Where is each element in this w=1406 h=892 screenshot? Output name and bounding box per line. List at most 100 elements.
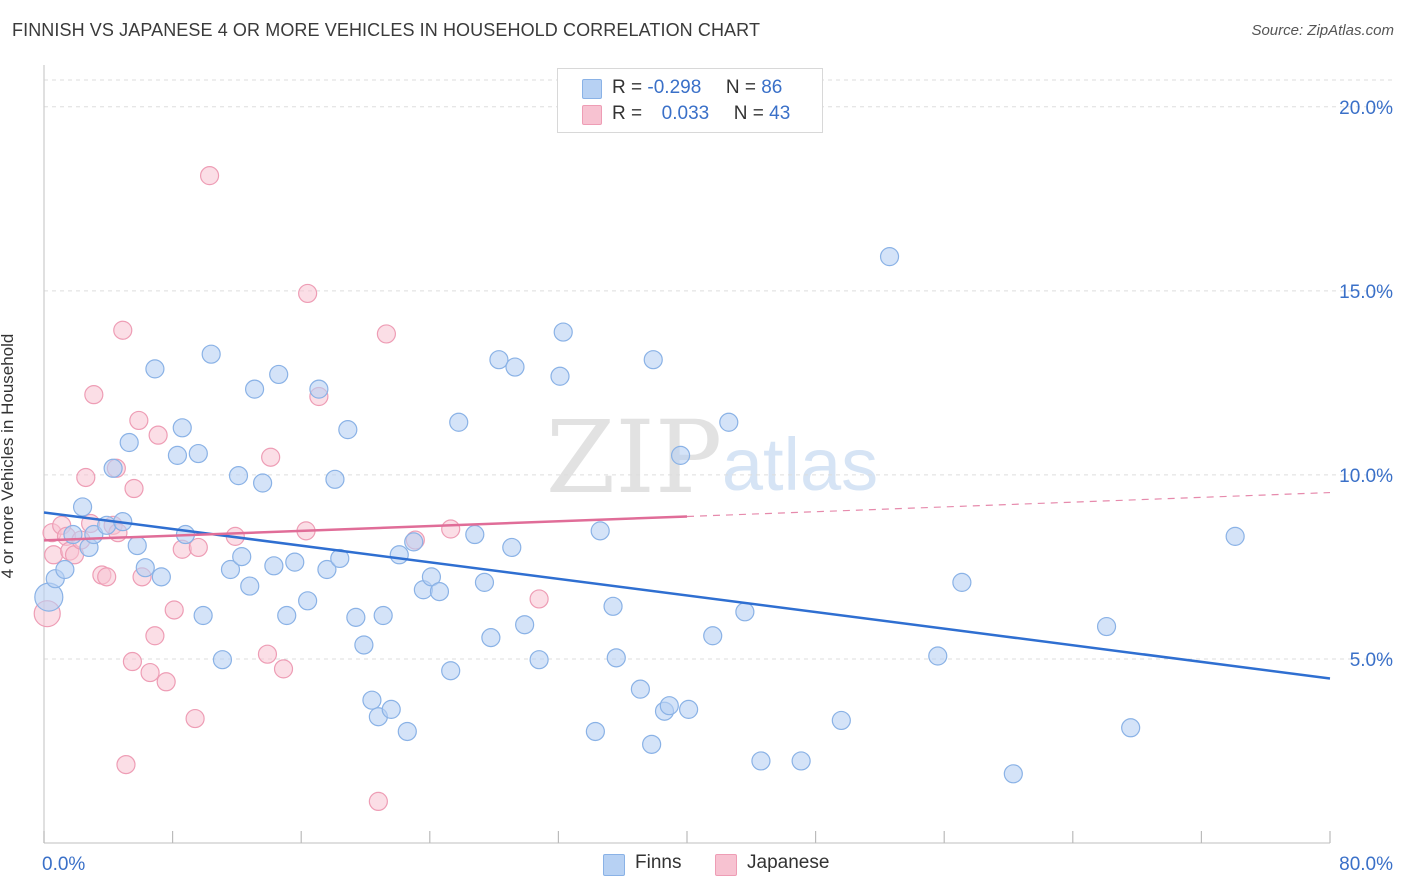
- japanese-point: [164, 600, 184, 620]
- finns-point: [643, 350, 663, 370]
- japanese-point: [148, 425, 168, 445]
- finns-point: [719, 412, 739, 432]
- japanese-points: [33, 166, 549, 812]
- finns-point: [135, 558, 155, 578]
- y-tick-label: 15.0%: [1339, 282, 1393, 303]
- japanese-point: [84, 385, 104, 405]
- finns-point: [119, 432, 139, 453]
- finns-point: [429, 581, 450, 602]
- bottom-legend-swatch-finns: [603, 854, 625, 876]
- japanese-point: [76, 467, 96, 488]
- legend-r-label: R =: [612, 103, 643, 124]
- finns-point: [381, 699, 401, 719]
- finns-point: [354, 635, 374, 655]
- finns-point: [481, 628, 501, 648]
- finns-point: [72, 497, 93, 517]
- finns-point: [55, 559, 75, 580]
- legend-n-label: N =: [733, 103, 764, 124]
- japanese-point: [140, 662, 160, 683]
- finns-point: [879, 247, 900, 267]
- finns-point: [642, 734, 662, 754]
- finns-point: [193, 605, 213, 626]
- finns-point: [240, 576, 260, 596]
- y-tick-label: 5.0%: [1350, 650, 1393, 671]
- trend-lines: [43, 491, 1331, 680]
- x-tick-label: 0.0%: [42, 854, 85, 875]
- finns-point: [298, 591, 318, 611]
- finns-point: [603, 596, 623, 616]
- japanese-point: [529, 589, 549, 609]
- finns-point: [465, 524, 485, 545]
- finns-point: [338, 420, 358, 440]
- finns-point: [404, 532, 424, 552]
- finns-point: [590, 521, 610, 541]
- bottom-legend-swatch-japanese: [715, 854, 737, 876]
- japanese-point: [124, 478, 144, 499]
- y-tick-label: 20.0%: [1339, 98, 1393, 119]
- finns-point: [441, 661, 461, 681]
- finns-point: [585, 721, 605, 742]
- bottom-legend-label-japanese: Japanese: [747, 852, 830, 873]
- finns-points: [34, 247, 1245, 784]
- finns-point: [474, 572, 495, 592]
- finns-point: [346, 607, 366, 627]
- japanese-point: [441, 519, 461, 539]
- finns-point: [309, 379, 329, 399]
- finns-point: [220, 559, 241, 580]
- finns-point: [253, 473, 273, 493]
- legend-r-value-japanese: 0.033: [661, 103, 710, 124]
- finns-point: [145, 359, 165, 379]
- finns-point: [553, 322, 573, 342]
- finns-point: [421, 567, 442, 587]
- finns-point: [928, 646, 948, 666]
- source-credit: Source: ZipAtlas.com: [1251, 22, 1394, 39]
- legend-r-label: R =: [612, 77, 643, 98]
- watermark-zip: ZIP: [546, 399, 722, 516]
- finns-point: [659, 696, 679, 716]
- finns-point: [228, 466, 249, 486]
- japanese-point: [376, 324, 396, 344]
- japanese-point: [185, 708, 205, 729]
- japanese-point: [129, 410, 149, 431]
- finns-point: [831, 710, 851, 731]
- legend-n-label: N =: [725, 77, 756, 98]
- japanese-point: [116, 754, 136, 775]
- japanese-point: [97, 567, 117, 587]
- japanese-point: [156, 672, 176, 692]
- watermark-atlas: atlas: [722, 423, 878, 506]
- japanese-point: [113, 320, 133, 340]
- finns-point: [1003, 764, 1023, 784]
- japanese-point: [257, 644, 278, 664]
- japanese-point: [368, 791, 388, 812]
- finns-point: [397, 721, 417, 742]
- finns-point: [1121, 718, 1141, 738]
- japanese-point: [273, 659, 294, 679]
- grid-lines: [44, 79, 1395, 660]
- legend-swatch-finns: [582, 79, 602, 99]
- finns-point: [703, 626, 723, 646]
- finns-point: [232, 547, 252, 567]
- japanese-point: [261, 447, 281, 467]
- finns-point: [63, 524, 83, 545]
- correlation-legend: R = -0.298 N = 86 R = 0.033 N = 43: [557, 68, 823, 133]
- finns-point: [212, 650, 233, 670]
- japanese-point: [122, 651, 143, 672]
- finns-point: [630, 679, 650, 699]
- finns-point: [606, 648, 626, 668]
- finns-point: [389, 545, 409, 565]
- finns-point: [679, 699, 699, 719]
- japanese-trend-line: [43, 515, 688, 542]
- finns-point: [325, 469, 345, 489]
- finns-point: [1096, 616, 1117, 637]
- japanese-point: [199, 166, 220, 186]
- legend-n-value-finns: 86: [761, 77, 783, 98]
- finns-point: [172, 418, 192, 438]
- finns-point: [373, 605, 393, 626]
- finns-trend-line: [43, 511, 1331, 680]
- japanese-point: [298, 283, 318, 304]
- finns-point: [670, 445, 691, 465]
- finns-point: [515, 615, 535, 635]
- finns-point: [735, 602, 755, 622]
- finns-point: [167, 445, 188, 465]
- finns-point: [103, 458, 123, 478]
